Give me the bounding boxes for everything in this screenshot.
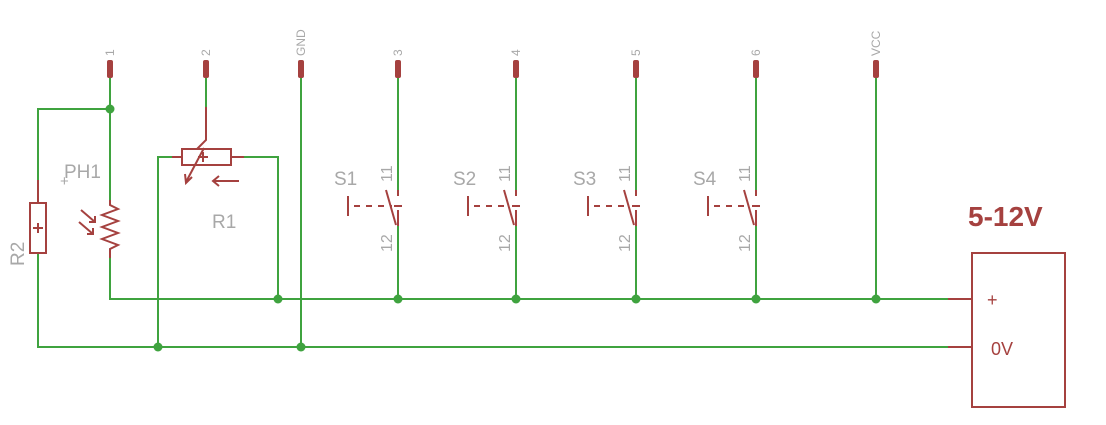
junction xyxy=(296,342,306,352)
switch-s1: S1 11 12 xyxy=(334,165,402,252)
wire-r1-right xyxy=(231,156,279,299)
connector-pin-1: 1 xyxy=(103,49,117,78)
photoresistor-ph1: + PH1 xyxy=(60,162,121,258)
connector-pin-3: 3 xyxy=(391,49,405,78)
wiper-lead xyxy=(196,107,207,150)
supply-plus-label: + xyxy=(987,290,998,310)
component-label: S2 xyxy=(453,169,476,190)
adjust-arrow-icon xyxy=(211,175,220,187)
supply-zero-label: 0V xyxy=(991,339,1013,359)
wires xyxy=(37,78,952,348)
connector-label: GND xyxy=(294,29,308,56)
power-supply: 5-12V + 0V xyxy=(948,201,1066,408)
pin-marker xyxy=(395,60,401,78)
component-label: PH1 xyxy=(64,162,101,183)
supply-box xyxy=(971,252,1066,408)
component-label: S3 xyxy=(573,169,596,190)
pin-label: 12 xyxy=(737,234,754,252)
connector-label: 5 xyxy=(629,49,643,56)
pin-label: 11 xyxy=(617,165,634,182)
junctions xyxy=(105,104,881,352)
connector-pin-gnd: GND xyxy=(294,29,308,78)
junction xyxy=(105,104,115,114)
wiper-arrow-icon xyxy=(185,147,205,183)
switch-s3: S3 11 12 xyxy=(573,165,640,252)
junction xyxy=(153,342,163,352)
resistor-zigzag xyxy=(99,200,121,258)
junction xyxy=(393,294,403,304)
switch-blade xyxy=(623,189,635,226)
resistor-r2: R2 xyxy=(8,180,47,266)
connector-label: VCC xyxy=(869,30,883,56)
component-label: S4 xyxy=(693,169,717,190)
junction xyxy=(871,294,881,304)
pin-marker xyxy=(107,60,113,78)
connector-pin-2: 2 xyxy=(199,49,213,78)
light-arrow-icon xyxy=(87,228,94,235)
pin-marker xyxy=(298,60,304,78)
junction xyxy=(273,294,283,304)
component-label: R1 xyxy=(212,212,236,233)
switch-blade xyxy=(503,189,515,226)
junction xyxy=(631,294,641,304)
switch-blade xyxy=(385,189,397,226)
connector-label: 6 xyxy=(749,49,763,56)
supply-title: 5-12V xyxy=(968,201,1043,232)
component-label: S1 xyxy=(334,169,357,190)
pin-label: 12 xyxy=(617,234,634,252)
connector-pin-6: 6 xyxy=(749,49,763,78)
light-arrow-icon xyxy=(89,216,96,223)
pin-marker xyxy=(633,60,639,78)
pin-label: 11 xyxy=(737,165,754,182)
pin-marker xyxy=(753,60,759,78)
connector-pin-5: 5 xyxy=(629,49,643,78)
light-arrow-icon xyxy=(78,221,94,235)
switch-s2: S2 11 12 xyxy=(453,165,520,252)
wire-bus-plus xyxy=(109,258,952,300)
component-label: R2 xyxy=(8,242,29,266)
connector-label: 1 xyxy=(103,49,117,56)
pin-label: 12 xyxy=(497,234,514,252)
wiper-arrow-icon xyxy=(184,173,193,186)
connector-label: 2 xyxy=(199,49,213,56)
junction xyxy=(511,294,521,304)
plus-sign: + xyxy=(60,173,69,190)
wire-bus-0v xyxy=(37,254,952,348)
pin-marker xyxy=(513,60,519,78)
light-arrow-icon xyxy=(80,209,96,223)
potentiometer-r1: R1 xyxy=(172,107,244,233)
pin-label: 11 xyxy=(379,165,396,182)
wire-r1-left xyxy=(157,156,182,347)
junction xyxy=(751,294,761,304)
switch-blade xyxy=(743,189,755,226)
connector-label: 4 xyxy=(509,49,523,56)
connector-pin-4: 4 xyxy=(509,49,523,78)
pin-marker xyxy=(873,60,879,78)
pin-marker xyxy=(203,60,209,78)
connector-label: 3 xyxy=(391,49,405,56)
pin-label: 11 xyxy=(497,165,514,182)
wire-r2-top xyxy=(37,108,110,180)
pin-label: 12 xyxy=(379,234,396,252)
connector-pin-vcc: VCC xyxy=(869,30,883,78)
switch-s4: S4 11 12 xyxy=(693,165,760,252)
resistor-body xyxy=(29,202,47,254)
